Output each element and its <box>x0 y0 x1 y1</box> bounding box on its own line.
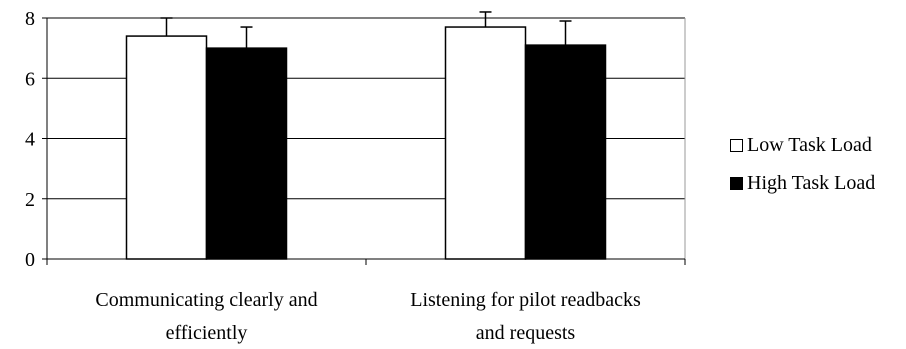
bars <box>125 11 607 260</box>
y-tick-label: 0 <box>25 249 35 271</box>
legend-swatch-low-task-load <box>730 138 743 152</box>
legend-label-high-task-load: High Task Load <box>747 171 876 194</box>
legend-item-low-task-load: Low Task Load <box>730 126 875 164</box>
bar-low-task-load <box>444 26 527 260</box>
legend-label-low-task-load: Low Task Load <box>747 133 872 156</box>
legend-item-high-task-load: High Task Load <box>730 164 875 202</box>
legend: Low Task Load High Task Load <box>730 126 875 202</box>
bar-high-task-load <box>205 47 288 260</box>
y-tick-label: 2 <box>25 189 35 211</box>
bar-high-task-load <box>524 44 607 260</box>
x-category-label: and requests <box>476 322 576 344</box>
x-category-label: Listening for pilot readbacks <box>410 289 641 311</box>
y-tick-label: 8 <box>25 8 35 30</box>
legend-swatch-high-task-load <box>730 176 743 190</box>
y-tick-label: 4 <box>25 129 35 151</box>
bar-low-task-load <box>125 35 208 260</box>
x-category-label: Communicating clearly and <box>95 289 317 311</box>
y-tick-label: 6 <box>25 68 35 90</box>
axes <box>42 17 686 265</box>
x-category-label: efficiently <box>166 322 248 344</box>
axis-labels: 0 2 4 6 8 Communicating clearly and efficientl… <box>25 8 641 344</box>
